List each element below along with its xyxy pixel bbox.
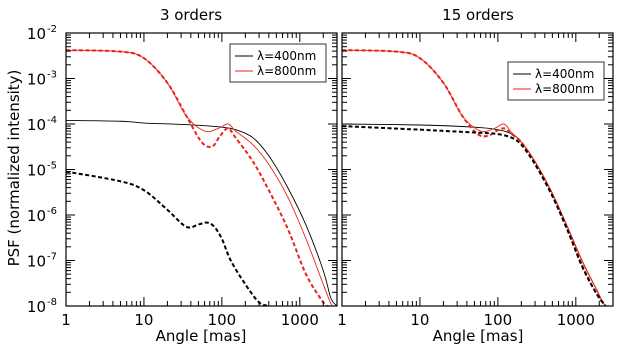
- y-axis-label: PSF (normalized intensity): [5, 70, 23, 267]
- y-tick-exponent: -3: [47, 70, 57, 81]
- y-tick-exponent: -4: [47, 115, 57, 126]
- legend-box: [229, 43, 327, 83]
- x-axis-label: Angle [mas]: [433, 327, 524, 345]
- y-tick-labels: 10-210-310-410-510-610-710-8: [27, 24, 57, 316]
- y-tick-exponent: -6: [47, 206, 57, 217]
- series-line-3: [342, 125, 607, 306]
- x-tick-labels: 1 10 100 1000: [61, 311, 319, 329]
- axes-frame: [65, 32, 338, 307]
- x-tick-labels: 1 10 100 1000: [337, 311, 595, 329]
- x-tick-label: 1: [337, 311, 347, 329]
- y-tick-label: 10: [27, 207, 46, 225]
- axis-ticks: [65, 32, 338, 307]
- series-line-1: [66, 49, 337, 306]
- y-tick-exponent: -8: [47, 297, 57, 308]
- series-line-0: [66, 119, 337, 306]
- axes-frame: [341, 32, 614, 307]
- series-line-2: [66, 49, 329, 306]
- x-tick-label: 1: [61, 311, 71, 329]
- series-line-0: [342, 123, 613, 306]
- y-tick-exponent: -2: [47, 24, 57, 35]
- panel-3-orders: 3 orders 1 10 100 1000 10-210-310-410-510-6…: [27, 6, 338, 345]
- panel-title: 15 orders: [442, 6, 514, 24]
- y-tick-label: 10: [27, 71, 46, 89]
- y-tick-exponent: -7: [47, 252, 57, 263]
- legend-entry: λ=800nm: [535, 82, 594, 96]
- plot-lines: [342, 49, 613, 306]
- x-axis-label: Angle [mas]: [156, 327, 247, 345]
- x-tick-label: 10: [410, 311, 429, 329]
- legend-box: [507, 61, 605, 101]
- x-tick-label: 10: [134, 311, 153, 329]
- x-tick-label: 1000: [557, 311, 595, 329]
- y-tick-label: 10: [27, 253, 46, 271]
- y-tick-label: 10: [27, 298, 46, 316]
- x-tick-label: 100: [484, 311, 513, 329]
- y-tick-label: 10: [27, 162, 46, 180]
- legend-entry: λ=400nm: [535, 67, 594, 81]
- legend-entry: λ=400nm: [257, 49, 316, 63]
- y-tick-label: 10: [27, 25, 46, 43]
- panel-title: 3 orders: [160, 6, 222, 24]
- y-tick-label: 10: [27, 116, 46, 134]
- x-tick-label: 1000: [281, 311, 319, 329]
- y-tick-exponent: -5: [47, 161, 57, 172]
- series-line-3: [66, 170, 270, 306]
- series-line-1: [342, 49, 613, 306]
- plot-lines: [66, 49, 337, 306]
- panel-15-orders: 15 orders 1 10 100 1000 Angle [mas] λ=400nm…: [337, 6, 614, 345]
- legend-entry: λ=800nm: [257, 64, 316, 78]
- x-tick-label: 100: [208, 311, 237, 329]
- series-line-2: [342, 49, 607, 306]
